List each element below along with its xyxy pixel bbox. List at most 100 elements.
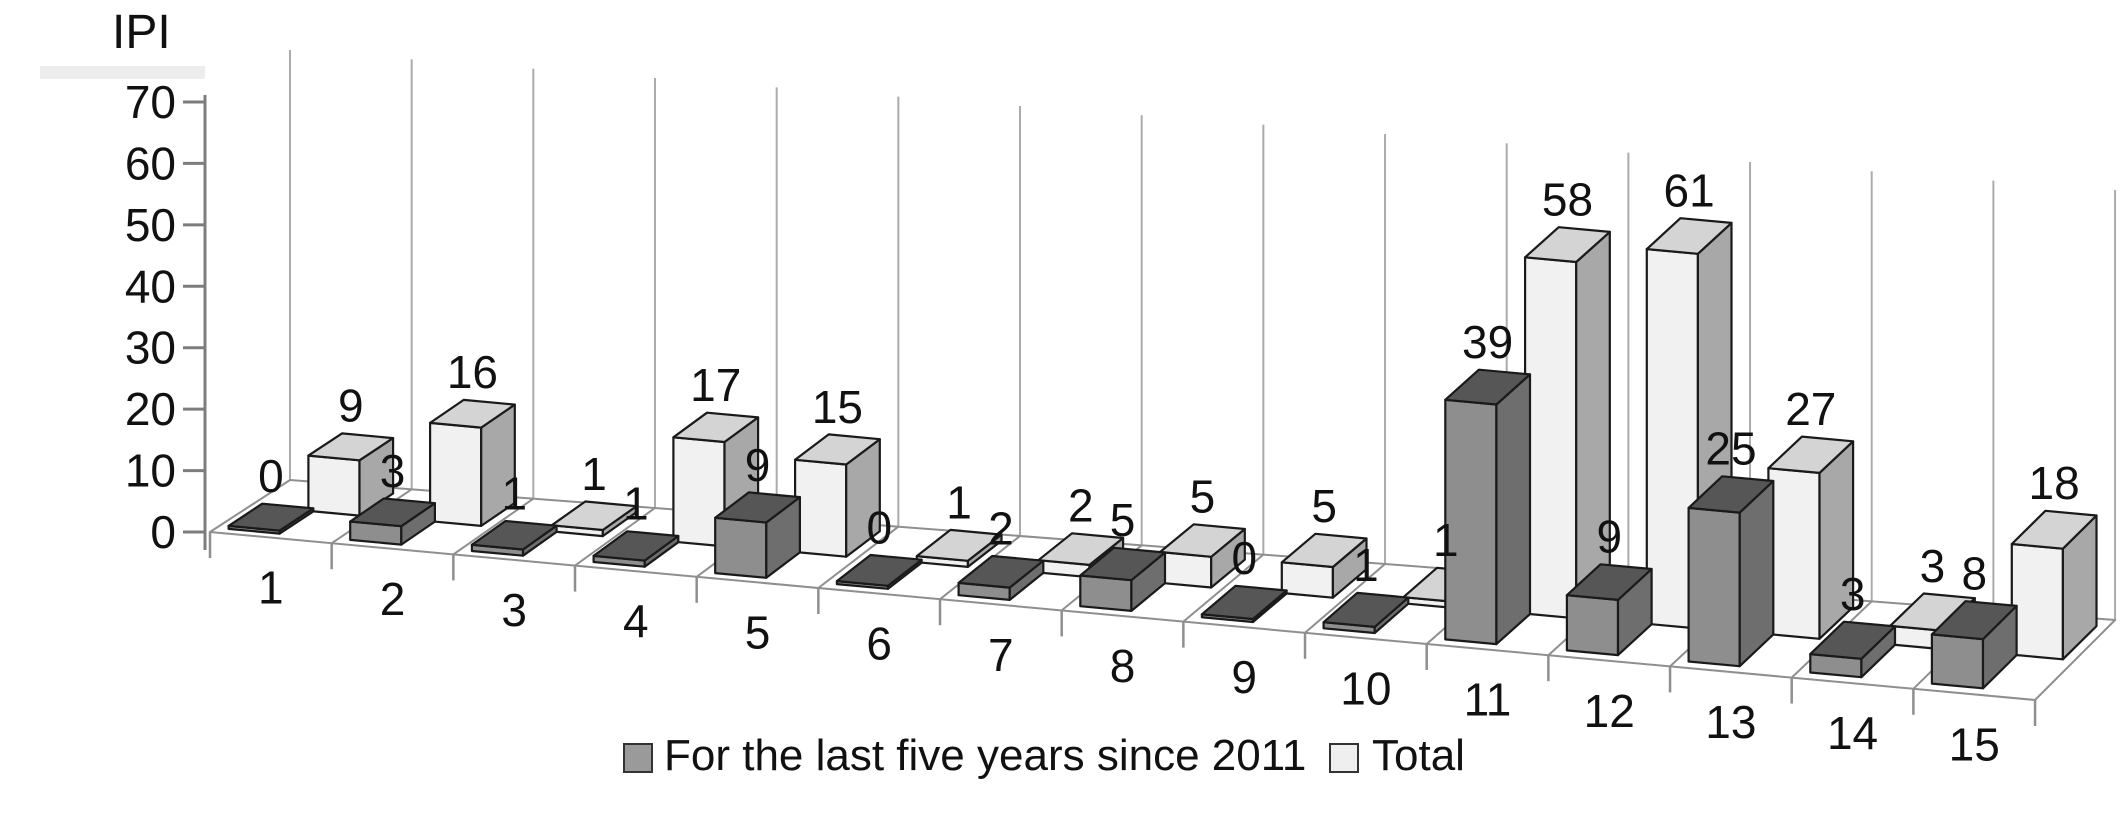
bar-light-top-cat-9 — [1280, 532, 1368, 569]
legend-label: Total — [1372, 731, 1465, 780]
category-label: 7 — [988, 629, 1014, 681]
y-tick-label: 50 — [125, 199, 176, 251]
bar-value-label: 9 — [338, 380, 364, 432]
bar-value-label: 15 — [812, 381, 863, 433]
category-label: 11 — [1464, 674, 1512, 726]
bar-value-label: 1 — [581, 448, 607, 500]
bar-dark-top-cat-1 — [227, 502, 315, 532]
bar-light-front-cat-8 — [1158, 550, 1213, 589]
category-label: 10 — [1340, 662, 1391, 714]
legend-swatch-light — [1329, 743, 1359, 773]
category-label: 2 — [380, 573, 406, 625]
y-tick-label: 40 — [125, 260, 176, 312]
bar-light-top-cat-8 — [1158, 523, 1246, 558]
bar-value-label: 5 — [1311, 480, 1337, 532]
bar-value-label: 2 — [1068, 480, 1094, 532]
bar-dark-front-cat-12 — [1565, 594, 1620, 657]
bar-light-top-cat-6 — [915, 528, 1003, 562]
bar-dark-top-cat-2 — [349, 497, 436, 528]
bar-dark-front-cat-5 — [714, 516, 768, 579]
bar-light-top-cat-4 — [672, 411, 760, 444]
bar-value-label: 5 — [1110, 494, 1136, 546]
category-label: 6 — [866, 618, 892, 670]
bar-light-top-cat-3 — [550, 500, 638, 532]
bar-light-top-cat-12 — [1645, 217, 1733, 255]
bar-light-top-cat-7 — [1037, 532, 1125, 567]
legend-swatch-dark — [623, 743, 653, 773]
category-label: 4 — [623, 595, 649, 647]
bar-dark-top-cat-12 — [1565, 563, 1653, 602]
bar-light-top-cat-14 — [1888, 592, 1976, 632]
bar-value-label: 16 — [447, 346, 498, 398]
bar-dark-front-cat-8 — [1079, 574, 1133, 613]
bar-light-front-cat-11 — [1523, 256, 1578, 620]
bar-value-label: 3 — [380, 445, 406, 497]
y-tick-label: 30 — [125, 322, 176, 374]
bar-light-front-cat-9 — [1280, 561, 1335, 599]
bar-dark-top-cat-10 — [1322, 591, 1410, 629]
category-label: 14 — [1827, 707, 1878, 759]
bar-value-label: 5 — [1190, 471, 1216, 523]
y-axis-title: IPI — [112, 6, 171, 59]
category-label: 13 — [1705, 696, 1756, 748]
bar-value-label: 18 — [2029, 457, 2080, 509]
bar-dark-top-cat-4 — [592, 530, 680, 562]
category-label: 5 — [745, 606, 771, 658]
bar-light-front-cat-13 — [1767, 467, 1821, 640]
bar-light-top-cat-11 — [1523, 226, 1611, 264]
bar-value-label: 27 — [1785, 383, 1836, 435]
y-tick-label: 20 — [125, 383, 176, 435]
bar-dark-top-cat-13 — [1687, 475, 1775, 514]
background-smudge — [40, 66, 205, 79]
bar-value-label: 25 — [1705, 423, 1756, 475]
bar-value-label: 3 — [1920, 540, 1946, 592]
bar-value-label: 9 — [745, 439, 771, 491]
bar-value-label: 0 — [866, 501, 892, 553]
bar-dark-top-cat-6 — [835, 553, 923, 587]
bar-light-front-cat-15 — [2010, 542, 2064, 661]
bar-value-label: 3 — [1840, 568, 1866, 620]
bar-dark-front-cat-15 — [1930, 633, 1985, 690]
bar-value-label: 8 — [1962, 548, 1988, 600]
floor-divider — [452, 497, 534, 556]
bar-light-top-cat-5 — [793, 433, 881, 466]
bar-value-label: 1 — [501, 467, 527, 519]
bar-value-label: 9 — [1596, 511, 1622, 563]
y-tick-label: 60 — [125, 137, 176, 189]
floor-divider — [817, 525, 899, 589]
bar-light-front-cat-1 — [307, 454, 361, 517]
bar-dark-top-cat-3 — [470, 519, 558, 551]
category-label: 9 — [1231, 651, 1257, 703]
bar-value-label: 0 — [1231, 532, 1257, 584]
bar-light-top-cat-2 — [429, 398, 516, 429]
legend-label: For the last five years since 2011 — [664, 731, 1306, 780]
floor-divider — [1182, 553, 1265, 623]
bar-dark-top-cat-9 — [1200, 584, 1288, 621]
bar-dark-top-cat-5 — [714, 491, 802, 524]
bar-dark-side-cat-11 — [1495, 373, 1532, 646]
bar-light-top-cat-15 — [2010, 509, 2098, 550]
bar-value-label: 1 — [623, 478, 649, 530]
y-tick-label: 0 — [150, 506, 176, 558]
bar-light-top-cat-13 — [1767, 435, 1855, 474]
category-label: 15 — [1949, 718, 2000, 770]
bar-dark-top-cat-14 — [1809, 620, 1897, 660]
bar-light-top-cat-1 — [307, 432, 395, 462]
bar-value-label: 1 — [946, 476, 972, 528]
bar-dark-top-cat-7 — [957, 554, 1045, 589]
bar-value-label: 2 — [988, 502, 1014, 554]
bar-value-label: 58 — [1542, 174, 1593, 226]
floor-divider — [1304, 563, 1386, 634]
category-label: 8 — [1110, 640, 1136, 692]
bar-value-label: 61 — [1664, 165, 1715, 217]
bar-value-label: 39 — [1462, 316, 1513, 368]
bar-dark-front-cat-13 — [1687, 506, 1741, 668]
bar-light-front-cat-2 — [429, 421, 483, 528]
bar-value-label: 17 — [690, 359, 741, 411]
floor-divider — [574, 507, 656, 567]
y-tick-label: 10 — [125, 445, 176, 497]
bar-value-label: 1 — [1433, 514, 1459, 566]
y-tick-label: 70 — [125, 76, 176, 128]
bar-light-front-cat-5 — [793, 458, 848, 558]
